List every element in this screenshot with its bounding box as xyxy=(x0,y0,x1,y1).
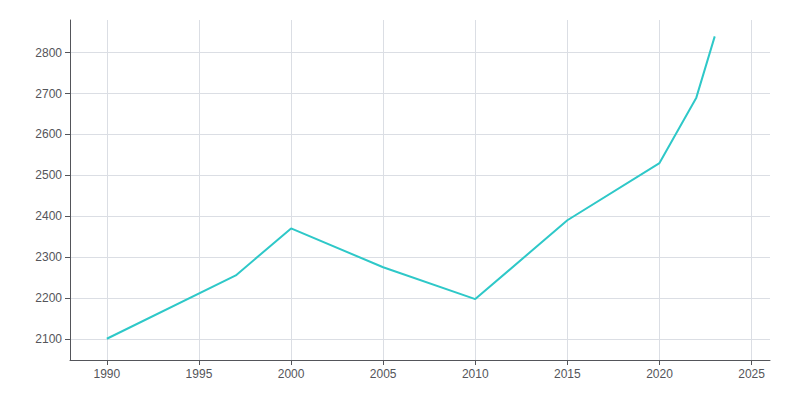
svg-text:2500: 2500 xyxy=(35,168,62,182)
svg-text:2700: 2700 xyxy=(35,87,62,101)
svg-text:2400: 2400 xyxy=(35,209,62,223)
svg-text:2005: 2005 xyxy=(370,367,397,381)
svg-text:2600: 2600 xyxy=(35,127,62,141)
svg-text:2015: 2015 xyxy=(554,367,581,381)
svg-text:2020: 2020 xyxy=(646,367,673,381)
svg-text:2025: 2025 xyxy=(738,367,765,381)
svg-text:2000: 2000 xyxy=(278,367,305,381)
svg-text:2300: 2300 xyxy=(35,250,62,264)
svg-text:2800: 2800 xyxy=(35,46,62,60)
svg-text:2100: 2100 xyxy=(35,332,62,346)
svg-text:2200: 2200 xyxy=(35,291,62,305)
svg-text:2010: 2010 xyxy=(462,367,489,381)
svg-text:1990: 1990 xyxy=(93,367,120,381)
svg-text:1995: 1995 xyxy=(186,367,213,381)
